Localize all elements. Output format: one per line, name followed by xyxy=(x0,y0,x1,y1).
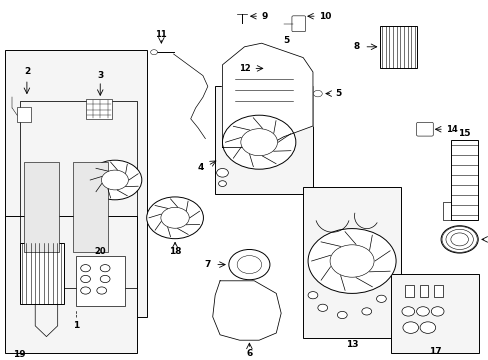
Bar xyxy=(215,86,312,194)
Text: 8: 8 xyxy=(352,42,359,51)
Text: 13: 13 xyxy=(345,341,358,349)
Text: 9: 9 xyxy=(261,12,267,21)
Circle shape xyxy=(401,307,414,316)
Bar xyxy=(303,187,400,338)
Circle shape xyxy=(228,249,269,280)
Circle shape xyxy=(218,181,226,186)
Circle shape xyxy=(313,90,322,97)
Circle shape xyxy=(150,50,157,55)
Bar xyxy=(85,99,112,119)
Bar xyxy=(404,285,413,297)
Text: 6: 6 xyxy=(246,349,252,358)
Bar xyxy=(73,162,107,252)
Circle shape xyxy=(161,207,189,228)
Polygon shape xyxy=(212,281,281,340)
Circle shape xyxy=(100,265,110,272)
Bar xyxy=(24,162,59,252)
Circle shape xyxy=(337,311,346,319)
Bar xyxy=(17,107,31,122)
Text: 10: 10 xyxy=(318,12,330,21)
Text: 7: 7 xyxy=(204,260,211,269)
Circle shape xyxy=(100,275,110,283)
Circle shape xyxy=(361,308,371,315)
Circle shape xyxy=(376,295,386,302)
Circle shape xyxy=(419,322,435,333)
Circle shape xyxy=(402,322,418,333)
Circle shape xyxy=(240,129,277,156)
Circle shape xyxy=(307,229,395,293)
Text: 19: 19 xyxy=(13,350,26,359)
Text: 4: 4 xyxy=(198,163,204,172)
Bar xyxy=(5,50,146,317)
Bar xyxy=(5,216,137,353)
Circle shape xyxy=(88,160,142,200)
FancyBboxPatch shape xyxy=(265,64,278,73)
Circle shape xyxy=(222,115,295,169)
Circle shape xyxy=(97,287,106,294)
Circle shape xyxy=(317,304,327,311)
Text: 18: 18 xyxy=(168,248,181,256)
Text: 11: 11 xyxy=(155,30,167,39)
Text: 17: 17 xyxy=(428,346,441,356)
Circle shape xyxy=(146,197,203,239)
Bar xyxy=(390,274,478,353)
Bar xyxy=(20,243,63,304)
Text: 1: 1 xyxy=(73,321,79,330)
Text: 3: 3 xyxy=(97,71,103,80)
Text: 15: 15 xyxy=(457,129,470,138)
Circle shape xyxy=(329,245,373,277)
Bar xyxy=(76,256,124,306)
Circle shape xyxy=(216,168,228,177)
Text: 12: 12 xyxy=(238,64,250,73)
Bar xyxy=(380,26,416,68)
Text: 5: 5 xyxy=(283,36,288,45)
Circle shape xyxy=(440,226,477,253)
Bar xyxy=(450,140,477,220)
Text: 5: 5 xyxy=(334,89,341,98)
FancyBboxPatch shape xyxy=(416,122,432,136)
FancyBboxPatch shape xyxy=(291,16,305,32)
Circle shape xyxy=(416,307,428,316)
Polygon shape xyxy=(222,43,312,148)
Bar xyxy=(419,285,427,297)
Text: 20: 20 xyxy=(94,248,106,256)
Circle shape xyxy=(81,265,90,272)
Text: 2: 2 xyxy=(24,68,30,77)
Circle shape xyxy=(237,256,261,274)
Bar xyxy=(433,285,442,297)
Circle shape xyxy=(430,307,443,316)
Circle shape xyxy=(81,287,90,294)
Circle shape xyxy=(101,170,128,190)
Circle shape xyxy=(81,275,90,283)
Circle shape xyxy=(307,292,317,299)
Text: 14: 14 xyxy=(446,125,457,134)
